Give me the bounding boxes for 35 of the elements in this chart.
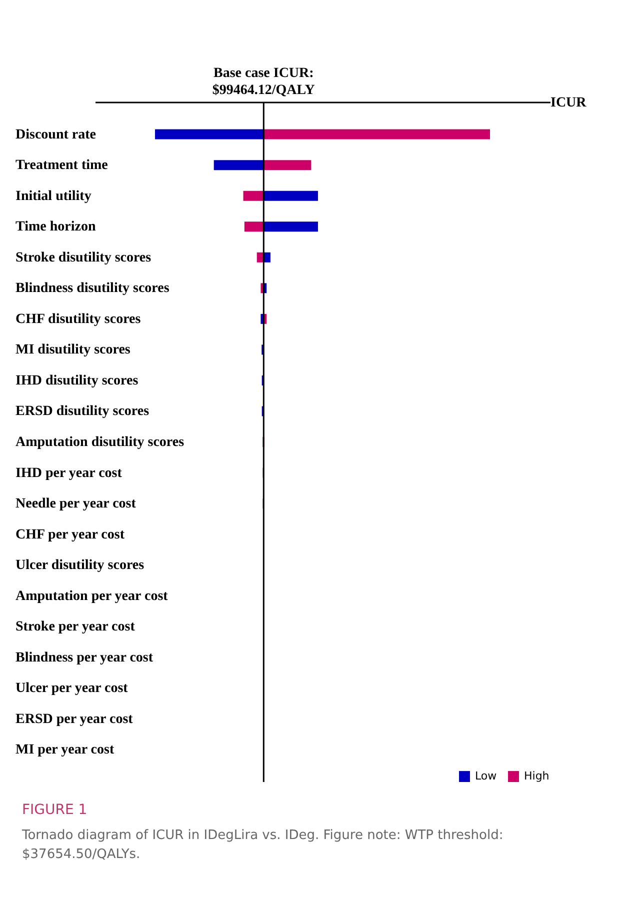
- legend-label: High: [524, 770, 550, 783]
- bar: [264, 190, 318, 201]
- y-tick-label: Ulcer per year cost: [16, 681, 128, 696]
- y-tick-label: Amputation disutility scores: [16, 435, 185, 450]
- y-tick-label: ERSD disutility scores: [16, 404, 150, 420]
- x-axis-title: ICUR: [550, 96, 588, 110]
- bar: [155, 129, 264, 140]
- y-tick-label: ERSD per year cost: [16, 712, 134, 727]
- y-tick-label: Amputation per year cost: [16, 588, 168, 604]
- y-tick-label: Ulcer disutility scores: [16, 558, 145, 574]
- y-tick-label: Initial utility: [16, 188, 92, 204]
- y-tick-label: Blindness disutility scores: [16, 281, 170, 296]
- y-tick-label: Time horizon: [16, 220, 96, 235]
- bar: [264, 129, 490, 140]
- chart-title: Base case ICUR: $99464.12/QALY: [212, 66, 315, 98]
- y-tick-label: IHD disutility scores: [16, 373, 139, 388]
- y-tick-label: Stroke disutility scores: [16, 250, 152, 266]
- y-tick-label: CHF per year cost: [16, 527, 125, 542]
- y-tick-label: Stroke per year cost: [16, 620, 136, 635]
- y-tick-label: Treatment time: [16, 158, 108, 174]
- legend-label: Low: [475, 770, 497, 783]
- y-tick-label: MI disutility scores: [16, 342, 131, 358]
- bar: [264, 222, 318, 232]
- y-tick-label: CHF disutility scores: [16, 312, 142, 327]
- caption: FIGURE 1: [22, 802, 88, 818]
- y-tick-label: Blindness per year cost: [16, 650, 154, 666]
- text: Tornado diagram of ICUR in IDegLira vs. IDeg. Figure note: WTP threshold: $37654.50/QALYs.: [22, 827, 504, 864]
- bar: [214, 160, 264, 170]
- bar: [244, 222, 264, 232]
- y-tick-label: Discount rate: [16, 127, 96, 142]
- y-tick-label: MI per year cost: [16, 742, 114, 758]
- bar: [264, 160, 312, 170]
- y-tick-label: IHD per year cost: [16, 466, 122, 481]
- y-tick-label: Needle per year cost: [16, 496, 136, 512]
- bar: [243, 190, 264, 201]
